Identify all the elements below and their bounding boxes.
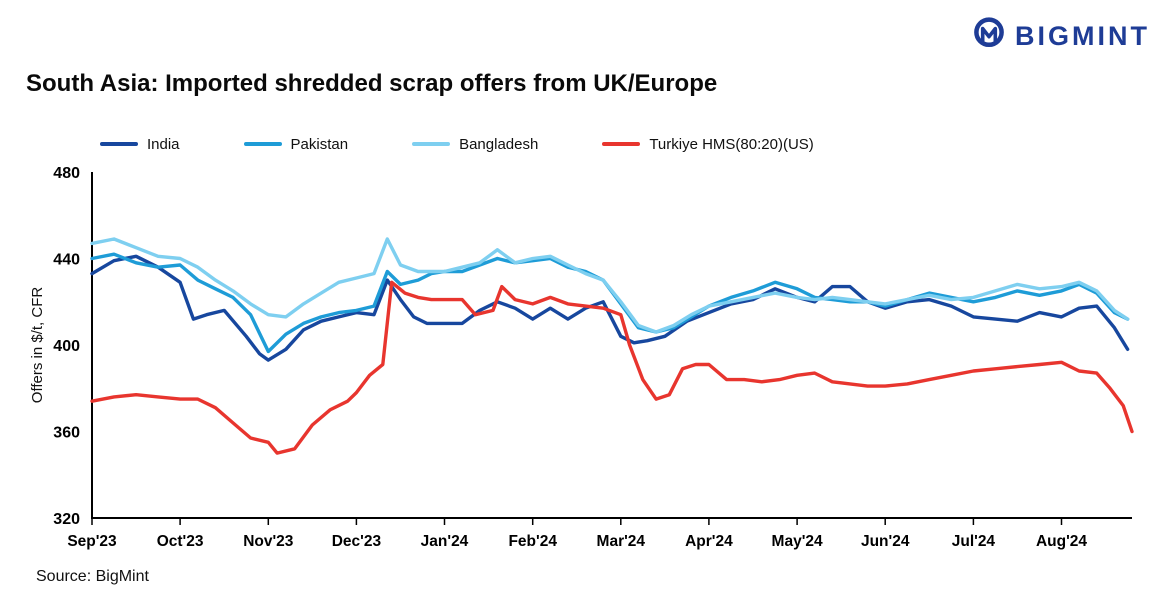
legend-label: India	[147, 135, 180, 153]
source-text: Source: BigMint	[36, 568, 149, 585]
legend-item-turkiye-hms-80-20-us: Turkiye HMS(80:20)(US)	[602, 135, 814, 153]
x-tick-label: Oct'23	[157, 533, 204, 550]
legend-swatch-bangladesh	[412, 142, 451, 146]
page-title: South Asia: Imported shredded scrap offe…	[26, 70, 718, 97]
legend-label: Pakistan	[290, 135, 349, 153]
legend-item-india: India	[100, 136, 180, 153]
y-tick-label: 440	[53, 252, 80, 269]
brand-name: BIGMINT	[1015, 21, 1150, 51]
legend-label: Bangladesh	[459, 135, 539, 153]
x-tick-label: Jun'24	[861, 533, 910, 550]
chart-legend: India Pakistan Bangladesh Turkiye HMS(80:20…	[100, 132, 1156, 156]
bigmint-logo-icon	[971, 16, 1007, 57]
y-tick-label: 400	[53, 338, 80, 355]
x-tick-label: Feb'24	[508, 533, 557, 550]
series-line-india	[90, 254, 1130, 362]
x-tick-label: Aug'24	[1036, 533, 1087, 550]
x-tick-label: Nov'23	[243, 533, 294, 550]
chart: India Pakistan Bangladesh Turkiye HMS(80:20…	[26, 132, 1156, 562]
legend-swatch-turkiye-hms-80-20-us	[602, 142, 641, 146]
y-tick-label: 320	[53, 511, 80, 528]
series-line-turkiye-hms-80-20-us	[90, 280, 1134, 455]
series-line-pakistan	[90, 252, 1130, 354]
x-tick-label: Dec'23	[332, 533, 382, 550]
y-tick-label: 480	[53, 165, 80, 182]
x-tick-label: Jan'24	[421, 533, 469, 550]
legend-item-bangladesh: Bangladesh	[412, 136, 538, 153]
brand-logo: BIGMINT	[971, 16, 1150, 57]
y-axis-title: Offers in $/t, CFR	[29, 287, 46, 404]
x-tick-label: May'24	[772, 533, 823, 550]
x-tick-label: Jul'24	[952, 533, 996, 550]
legend-label: Turkiye HMS(80:20)(US)	[649, 135, 814, 153]
x-tick-label: Apr'24	[685, 533, 733, 550]
chart-svg: 320 360 400 440 480 Sep'23 Oct'23 Nov'23 Dec'23 J…	[29, 165, 1134, 550]
x-tick-label: Sep'23	[67, 533, 117, 550]
y-tick-label: 360	[53, 425, 80, 442]
x-tick-label: Mar'24	[597, 533, 646, 550]
series-line-bangladesh	[90, 237, 1130, 334]
legend-swatch-pakistan	[243, 142, 282, 146]
legend-item-pakistan: Pakistan	[243, 135, 349, 153]
legend-swatch-india	[100, 142, 138, 146]
